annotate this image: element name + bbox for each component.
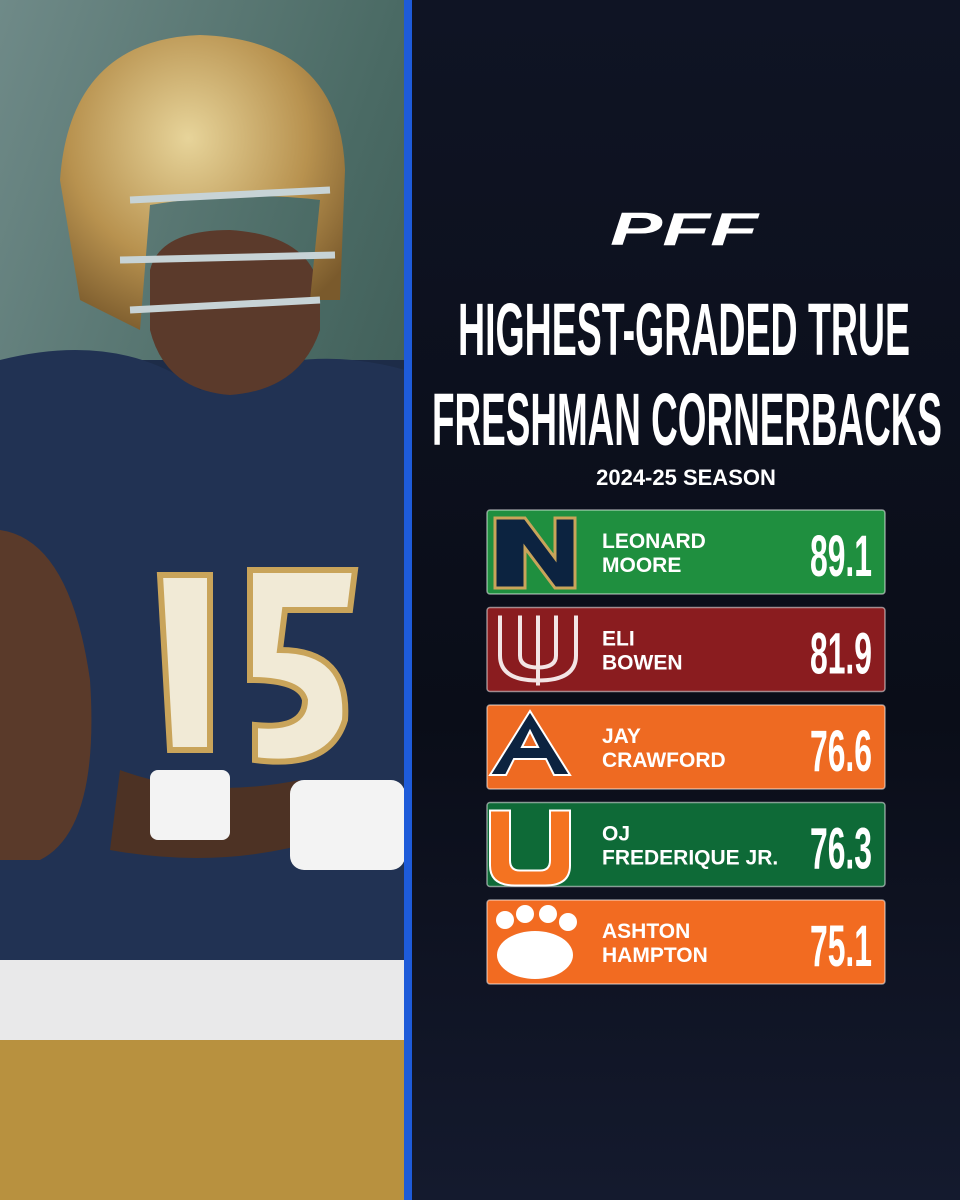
brand-logo: PFF (610, 203, 761, 255)
row-background (486, 899, 886, 985)
player-first-name: JAY (602, 725, 641, 748)
row-background (486, 704, 886, 790)
subtitle: 2024-25 SEASON (596, 465, 776, 490)
team-logo (539, 905, 557, 923)
team-logo (496, 911, 514, 929)
player-grade: 76.3 (810, 817, 872, 882)
player-grade: 76.6 (810, 719, 872, 784)
team-logo (497, 931, 573, 979)
player-photo (0, 0, 405, 1200)
team-logo (493, 516, 577, 590)
row-background (486, 606, 886, 693)
player-first-name: ASHTON (602, 920, 690, 943)
team-logo (489, 809, 571, 887)
player-last-name: BOWEN (602, 652, 683, 675)
player-first-name: OJ (602, 823, 630, 846)
team-logo (498, 615, 578, 686)
team-logo (559, 913, 577, 931)
player-first-name: LEONARD (602, 530, 706, 553)
player-grade: 89.1 (810, 524, 872, 589)
player-last-name: FREDERIQUE JR. (602, 847, 778, 870)
player-first-name: ELI (602, 628, 635, 651)
player-grade: 81.9 (810, 622, 872, 687)
player-last-name: MOORE (602, 554, 681, 577)
row-background (486, 801, 886, 888)
title-line: HIGHEST-GRADED TRUE (458, 288, 910, 371)
player-last-name: CRAWFORD (602, 749, 726, 772)
player-grade: 75.1 (810, 914, 872, 979)
row-background (486, 509, 886, 595)
title-line: FRESHMAN CORNERBACKS (432, 378, 942, 461)
team-logo (516, 905, 534, 923)
team-logo (488, 709, 572, 776)
divider (404, 0, 412, 1200)
player-last-name: HAMPTON (602, 944, 708, 967)
